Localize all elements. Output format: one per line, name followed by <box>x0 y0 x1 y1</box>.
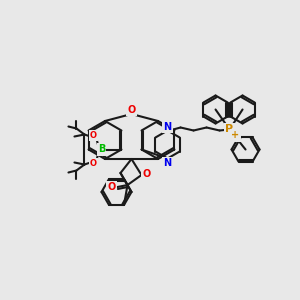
Text: O: O <box>107 182 116 192</box>
Text: P: P <box>226 124 234 134</box>
Text: N: N <box>164 122 172 131</box>
Text: O: O <box>142 169 151 179</box>
Text: O: O <box>90 131 97 140</box>
Text: B: B <box>98 145 105 154</box>
Text: N: N <box>164 158 172 169</box>
Text: +: + <box>232 130 240 140</box>
Text: O: O <box>90 159 97 168</box>
Text: O: O <box>128 105 136 115</box>
